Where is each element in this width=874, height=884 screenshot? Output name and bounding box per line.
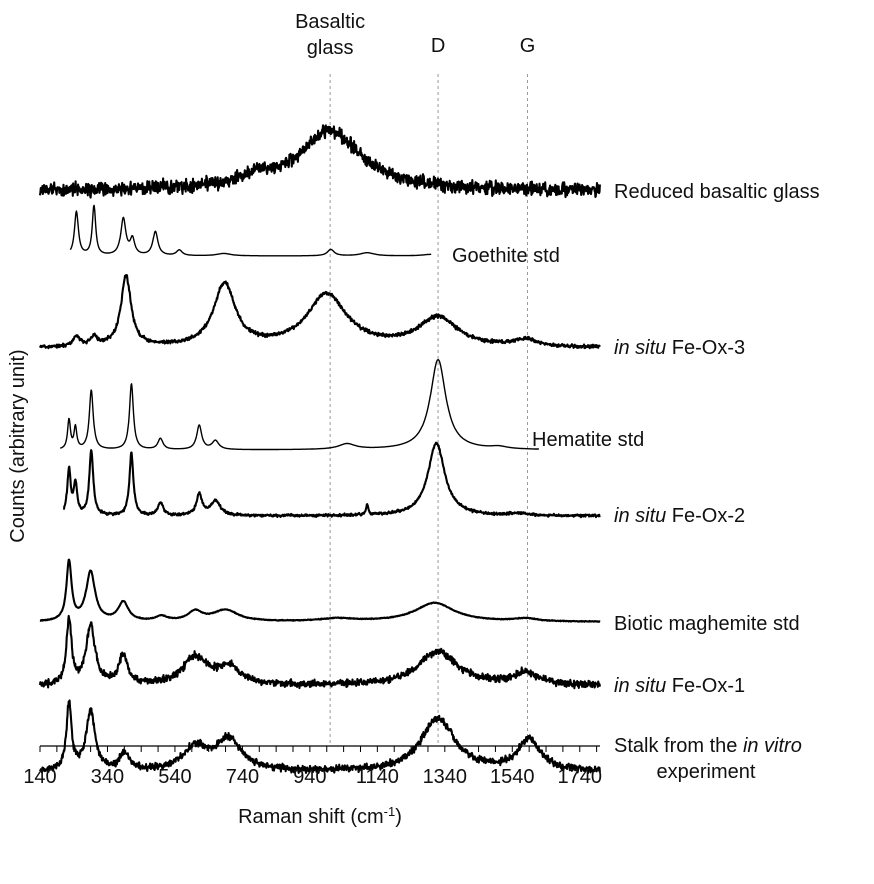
series-label-stalk-in-vitro: Stalk from the in vitro (614, 735, 802, 757)
x-tick-label: 140 (23, 766, 56, 788)
x-axis-title-superscript: -1 (384, 804, 396, 819)
x-tick-label: 540 (158, 766, 191, 788)
x-tick-label: 740 (226, 766, 259, 788)
series-label-in-situ-fe-ox-2: in situ Fe-Ox-2 (614, 505, 745, 527)
spectrum-biotic-maghemite-std (39, 558, 601, 623)
x-axis: 140 340 540 740 940 1140 1340 1540 1740 (23, 745, 602, 788)
series-labels: Reduced basaltic glass Goethite std in sit… (452, 181, 820, 783)
x-tick-label: 1140 (356, 766, 399, 788)
series-label-part: Fe-Ox-2 (666, 505, 745, 527)
x-axis-title: Raman shift (cm-1) (238, 804, 402, 829)
x-tick-label: 1540 (490, 766, 535, 788)
series-label-part: Stalk from the (614, 735, 743, 757)
series-label-in-situ-fe-ox-1: in situ Fe-Ox-1 (614, 675, 745, 697)
series-label-part: Hematite std (532, 429, 644, 451)
spectrum-stalk-in-vitro (39, 699, 601, 774)
x-tick-label: 940 (293, 766, 326, 788)
x-ticks: 140 340 540 740 940 1140 1340 1540 1740 (23, 746, 602, 788)
spectrum-hematite-std (59, 359, 540, 451)
series-label-part: Fe-Ox-1 (666, 675, 745, 697)
series-label-part: Goethite std (452, 245, 560, 267)
y-axis-title: Counts (arbitrary unit) (7, 349, 29, 542)
spectrum-in-situ-fe-ox-1 (38, 614, 601, 690)
series-label-biotic-maghemite-std: Biotic maghemite std (614, 613, 800, 635)
x-tick-label: 340 (91, 766, 124, 788)
spectrum-in-situ-fe-ox-2 (62, 441, 601, 519)
series-label-part: Biotic maghemite std (614, 613, 800, 635)
series-label-part: Fe-Ox-3 (666, 337, 745, 359)
x-axis-title-end: ) (395, 806, 402, 828)
series-label-reduced-basaltic-glass: Reduced basaltic glass (614, 181, 820, 203)
spectra (38, 124, 601, 774)
series-label-goethite-std: Goethite std (452, 245, 560, 267)
reference-lines: Basaltic glass D G (295, 11, 535, 746)
series-label-in-situ-fe-ox-3: in situ Fe-Ox-3 (614, 337, 745, 359)
series-label-part: Reduced basaltic glass (614, 181, 820, 203)
x-tick-label: 1340 (423, 766, 468, 788)
spectrum-in-situ-fe-ox-3 (39, 274, 601, 350)
series-label-part: in vitro (743, 735, 802, 757)
series-label-part: in situ (614, 505, 666, 527)
x-axis-title-main: Raman shift (cm (238, 806, 384, 828)
reference-label-2-0: G (520, 35, 536, 57)
reference-label-1-0: D (431, 35, 445, 57)
x-tick-label: 1740 (558, 766, 603, 788)
reference-label-0-0: Basaltic (295, 11, 365, 33)
spectrum-goethite-std (69, 204, 432, 257)
series-label-hematite-std: Hematite std (532, 429, 644, 451)
series-label-stalk-in-vitro-line2: experiment (657, 761, 756, 783)
spectrum-reduced-basaltic-glass (38, 124, 601, 199)
series-label-part: in situ (614, 675, 666, 697)
reference-label-0-1: glass (307, 37, 354, 59)
series-label-part: in situ (614, 337, 666, 359)
